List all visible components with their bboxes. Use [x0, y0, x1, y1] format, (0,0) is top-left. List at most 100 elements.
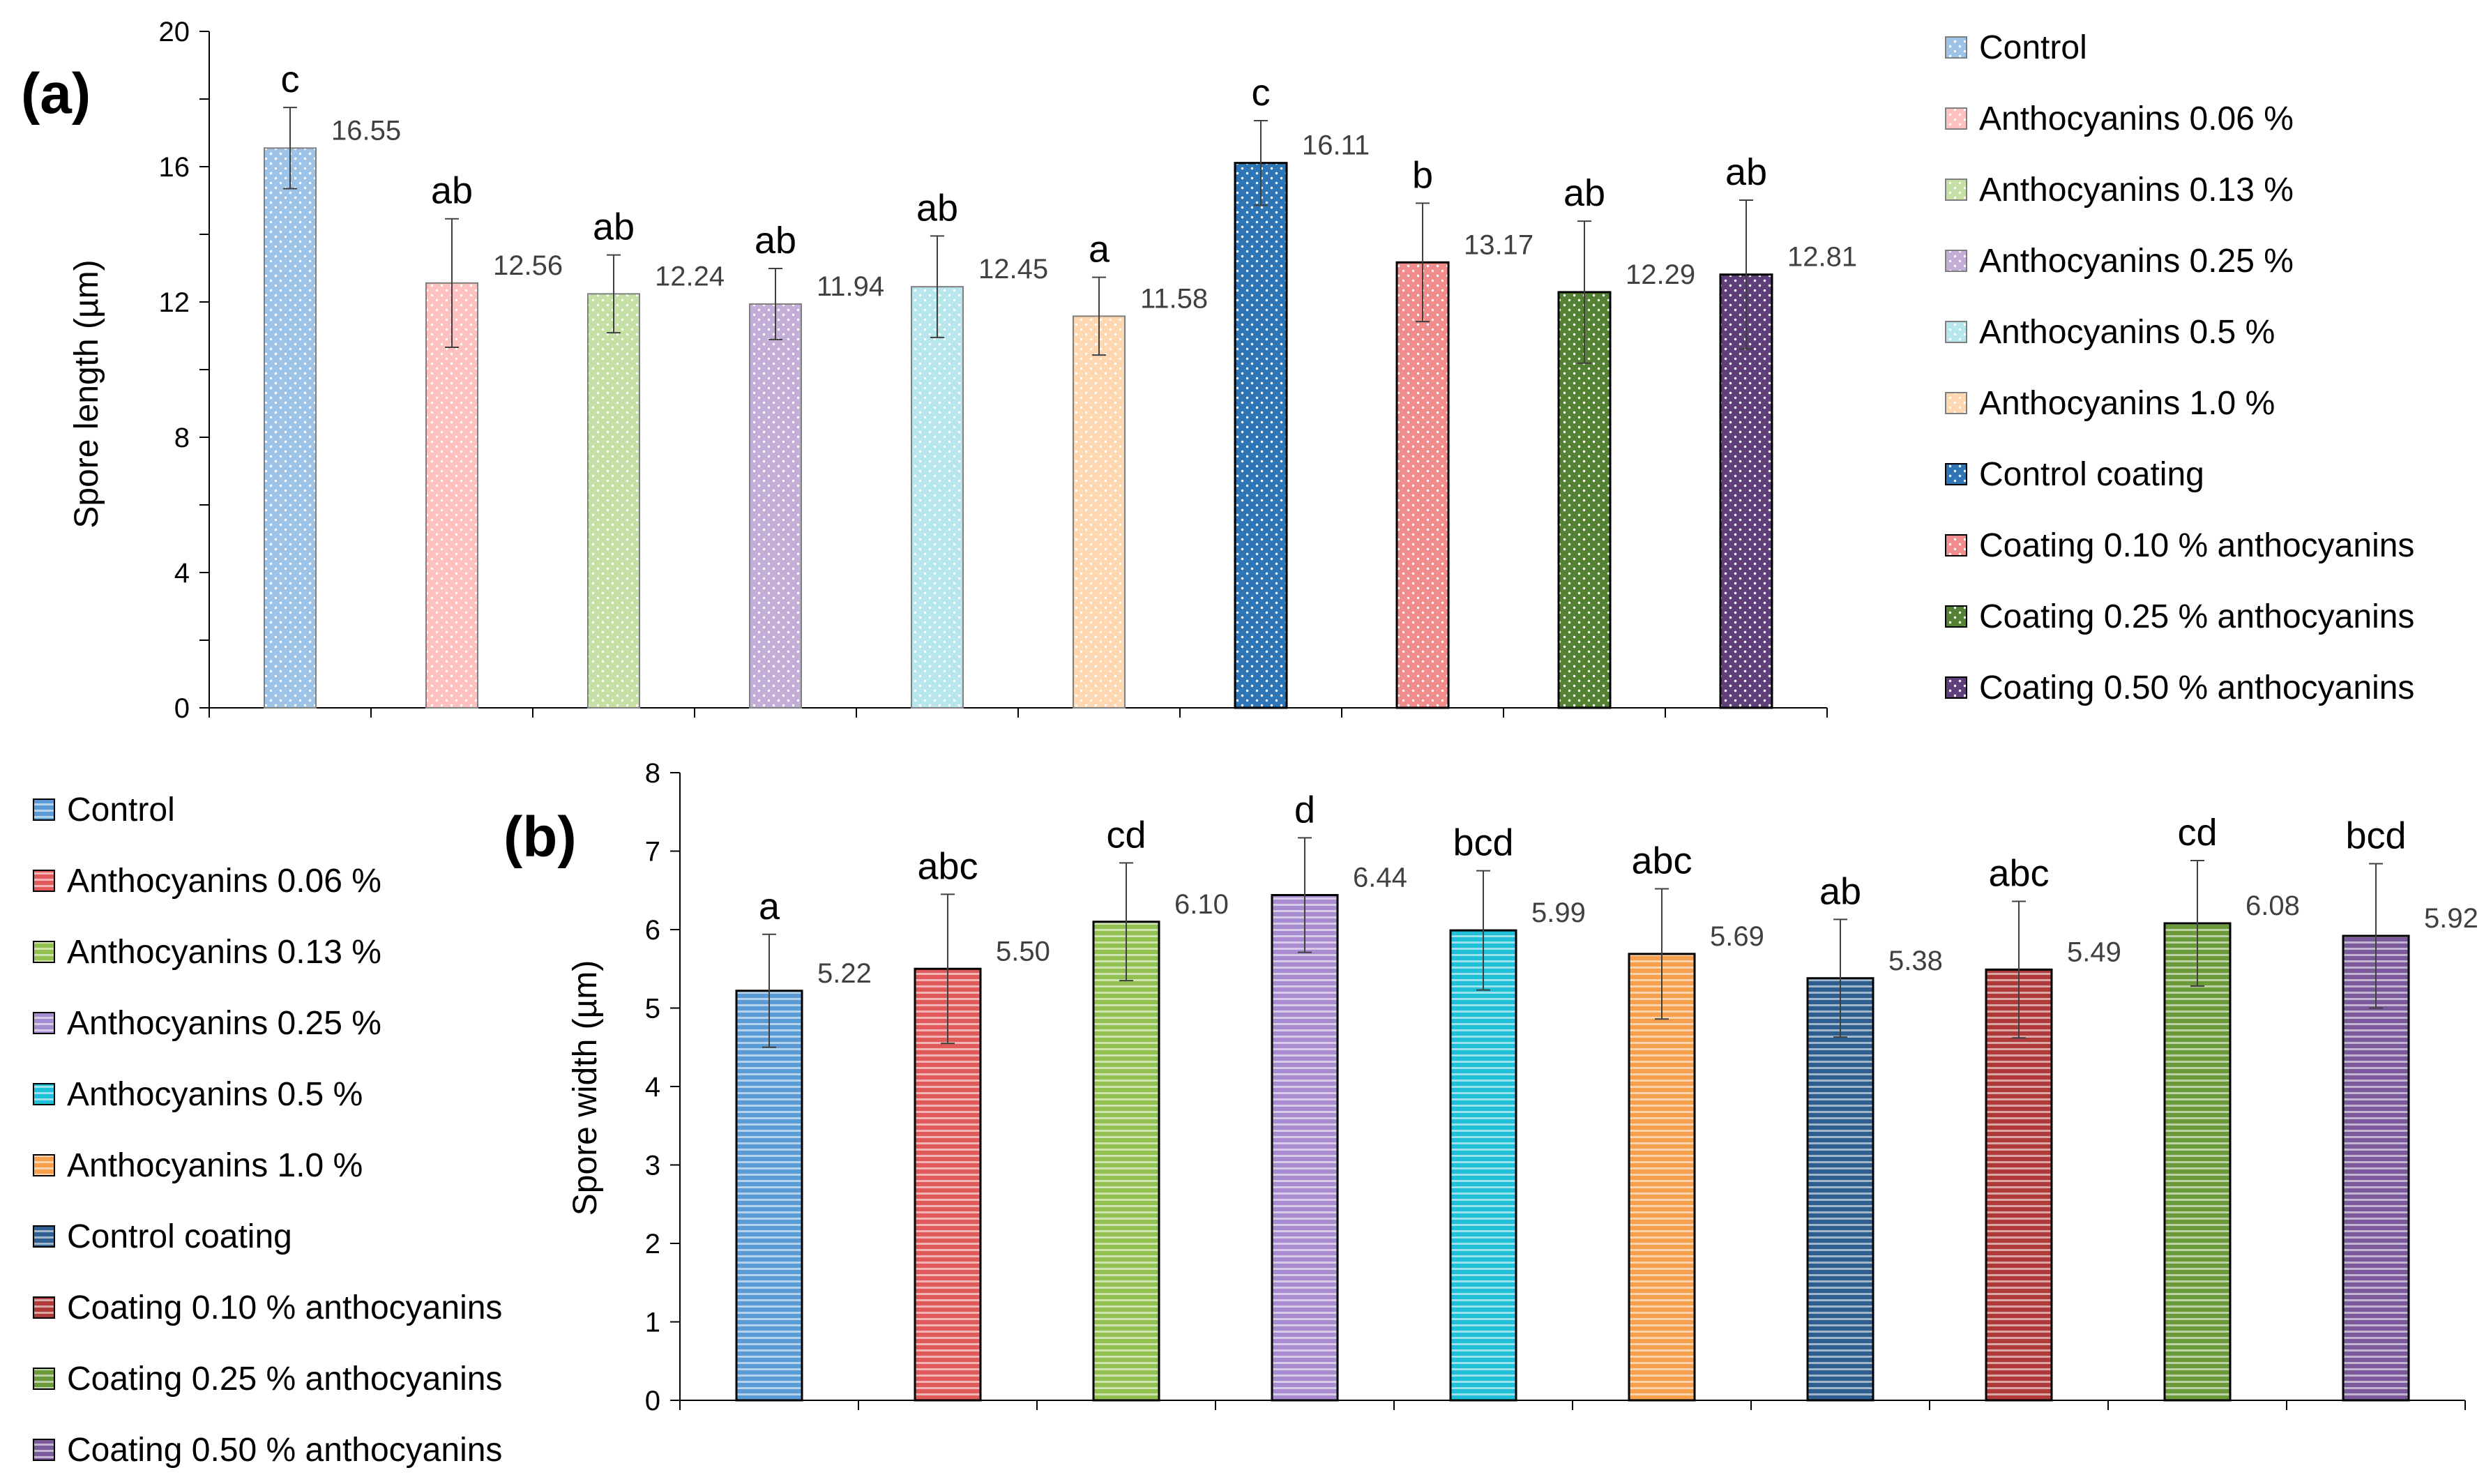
significance-letter: b — [1412, 154, 1433, 196]
legend-swatch — [33, 1012, 55, 1034]
error-bar — [941, 893, 955, 1045]
significance-letter: ab — [593, 206, 635, 248]
legend-swatch — [33, 870, 55, 892]
error-bar — [1655, 888, 1669, 1020]
data-label: 5.49 — [2067, 937, 2121, 967]
significance-letter: cd — [2177, 812, 2217, 854]
legend-label: Control coating — [1979, 456, 2204, 493]
legend-swatch — [33, 1296, 55, 1319]
significance-letter: ab — [916, 187, 958, 229]
error-bar — [607, 254, 621, 334]
data-label: 12.56 — [493, 250, 563, 281]
significance-letter: ab — [755, 220, 796, 262]
legend-label: Coating 0.50 % anthocyanins — [67, 1432, 502, 1469]
legend-swatch — [1945, 534, 1967, 556]
legend-label: Control coating — [67, 1218, 292, 1255]
legend-swatch — [1945, 250, 1967, 272]
bar — [1628, 953, 1696, 1402]
error-bar — [762, 933, 776, 1048]
bar — [749, 303, 802, 709]
legend-label: Anthocyanins 0.5 % — [1979, 314, 2275, 351]
legend-label: Coating 0.10 % anthocyanins — [67, 1289, 502, 1326]
legend-swatch — [1945, 321, 1967, 343]
legend-label: Anthocyanins 1.0 % — [1979, 385, 2275, 422]
error-bar — [1119, 862, 1133, 982]
error-bar — [283, 107, 297, 190]
data-label: 6.10 — [1174, 889, 1229, 920]
significance-letter: abc — [917, 845, 978, 887]
legend-label: Anthocyanins 0.06 % — [1979, 100, 2294, 137]
significance-letter: ab — [1725, 151, 1767, 193]
significance-letter: ab — [1819, 870, 1861, 912]
y-tick-label: 6 — [645, 915, 660, 946]
legend-label: Anthocyanins 0.06 % — [67, 863, 381, 900]
legend-label: Control — [67, 792, 175, 828]
legend-label: Coating 0.10 % anthocyanins — [1979, 527, 2414, 564]
legend-swatch — [33, 1225, 55, 1248]
bar — [1806, 977, 1875, 1402]
significance-letter: a — [1089, 229, 1110, 271]
data-label: 5.92 — [2424, 903, 2478, 934]
bar — [1073, 315, 1126, 709]
error-bar — [2369, 863, 2383, 1009]
error-bar — [768, 267, 782, 340]
bar — [735, 990, 803, 1402]
data-label: 5.22 — [817, 958, 872, 989]
significance-letter: c — [281, 59, 300, 100]
significance-letter: bcd — [1453, 822, 1513, 864]
legend-label: Coating 0.25 % anthocyanins — [1979, 598, 2414, 635]
data-label: 5.69 — [1710, 921, 1764, 952]
data-label: 13.17 — [1464, 229, 1533, 260]
bar — [1395, 261, 1450, 709]
data-label: 12.24 — [655, 261, 725, 292]
legend-a: Control Anthocyanins 0.06 % Anthocyanins 0… — [1945, 29, 2414, 706]
y-tick-label: 1 — [645, 1308, 660, 1338]
legend-label: Anthocyanins 0.13 % — [1979, 172, 2294, 209]
significance-letter: c — [1252, 72, 1271, 114]
error-bar — [1254, 120, 1268, 206]
bar — [911, 286, 964, 709]
bars-a: c 16.55 ab 12.56 ab 12.24 ab 11.94 ab 12.45 a 11.58… — [264, 59, 1857, 709]
error-bar — [1739, 199, 1753, 350]
error-bar — [2012, 900, 2026, 1039]
legend-b: Control Anthocyanins 0.06 % Anthocyanins 0… — [33, 792, 502, 1469]
significance-letter: ab — [431, 170, 473, 212]
legend-swatch — [33, 1368, 55, 1390]
data-label: 16.55 — [331, 115, 401, 146]
legend-swatch — [1945, 463, 1967, 485]
data-label: 16.11 — [1302, 130, 1370, 161]
y-tick-label: 5 — [645, 994, 660, 1024]
y-tick-label: 0 — [174, 693, 190, 724]
data-label: 12.81 — [1787, 242, 1857, 273]
bars-b: a 5.22 abc 5.50 cd 6.10 d 6.44 bcd 5.99 abc 5.69 ab 5… — [735, 789, 2478, 1402]
significance-letter: abc — [1631, 840, 1692, 882]
spore-width-chart: (b) Spore width (µm) 0 1 2 3 4 5 6 7 8 a 5.22 abc 5… — [33, 758, 2478, 1469]
legend-swatch — [1945, 179, 1967, 201]
y-tick-label: 20 — [159, 17, 190, 47]
y-tick-label: 7 — [645, 837, 660, 868]
axes-a: 0 4 8 12 16 20 — [159, 17, 1828, 724]
y-tick-label: 0 — [645, 1386, 660, 1416]
error-bar — [2190, 860, 2204, 987]
significance-letter: abc — [1988, 853, 2049, 895]
error-bar — [1298, 837, 1312, 953]
data-label: 12.29 — [1626, 259, 1695, 290]
error-bar — [1833, 918, 1847, 1038]
legend-label: Anthocyanins 0.25 % — [1979, 243, 2294, 280]
significance-letter: cd — [1106, 814, 1146, 856]
error-bar — [1476, 870, 1490, 991]
panel-label-b: (b) — [503, 805, 577, 869]
y-tick-label: 2 — [645, 1229, 660, 1259]
legend-swatch — [1945, 107, 1967, 130]
y-axis-title-length: Spore length (µm) — [68, 259, 105, 528]
bar — [2163, 922, 2232, 1402]
significance-letter: bcd — [2345, 815, 2406, 857]
data-label: 11.58 — [1140, 283, 1208, 314]
data-label: 5.99 — [1531, 898, 1586, 928]
bar — [587, 293, 640, 709]
bar — [1092, 921, 1160, 1402]
legend-swatch — [1945, 392, 1967, 414]
legend-swatch — [33, 1083, 55, 1105]
